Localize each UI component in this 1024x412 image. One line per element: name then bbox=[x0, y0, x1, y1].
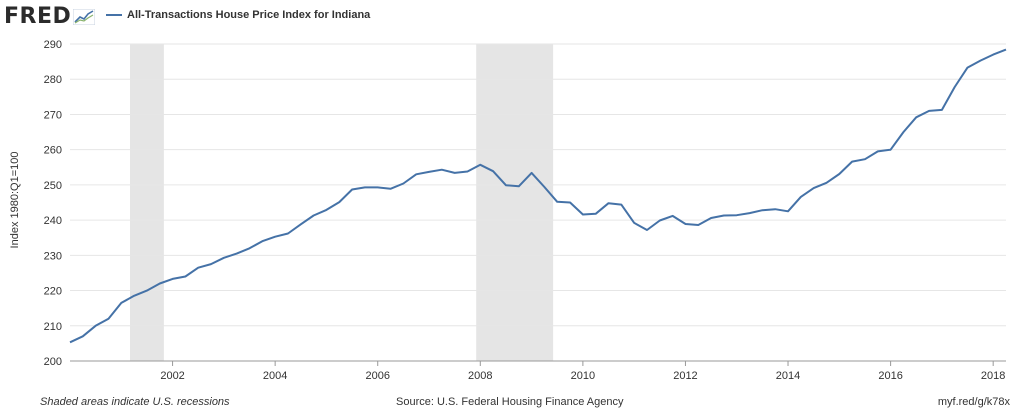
y-tick-label-280: 280 bbox=[44, 74, 62, 86]
legend-line-swatch bbox=[106, 14, 122, 16]
x-tick-label-2010: 2010 bbox=[571, 370, 595, 382]
y-tick-label-200: 200 bbox=[44, 356, 62, 368]
recession-note: Shaded areas indicate U.S. recessions bbox=[40, 396, 230, 408]
x-tick-label-2006: 2006 bbox=[365, 370, 389, 382]
x-tick-label-2014: 2014 bbox=[776, 370, 800, 382]
y-tick-label-260: 260 bbox=[44, 145, 62, 157]
x-tick-label-2016: 2016 bbox=[878, 370, 902, 382]
y-tick-label-230: 230 bbox=[44, 250, 62, 262]
y-tick-label-210: 210 bbox=[44, 321, 62, 333]
chart-legend: All-Transactions House Price Index for I… bbox=[106, 9, 370, 21]
legend-label: All-Transactions House Price Index for I… bbox=[127, 9, 371, 21]
series-group bbox=[69, 48, 1007, 344]
line-chart: 200 210 220 230 240 250 260 270 280 290 2002 2004 20… bbox=[9, 39, 1007, 382]
y-tick-label-220: 220 bbox=[44, 286, 62, 298]
series-line-0[interactable] bbox=[69, 48, 1007, 344]
chart-footer: Shaded areas indicate U.S. recessions So… bbox=[0, 394, 1024, 412]
recession-shading-group bbox=[130, 44, 554, 361]
fred-logo[interactable]: FRED bbox=[4, 4, 96, 29]
x-tick-label-2012: 2012 bbox=[673, 370, 697, 382]
short-url-link[interactable]: myf.red/g/k78x bbox=[937, 396, 1010, 408]
source-text: Source: U.S. Federal Housing Finance Age… bbox=[396, 396, 624, 408]
recession-band-0 bbox=[130, 44, 164, 361]
gridlines-group bbox=[70, 43, 1006, 327]
chart-header: FRED All-Transactions House Price Index … bbox=[0, 0, 1024, 36]
y-tick-label-250: 250 bbox=[44, 180, 62, 192]
y-tick-label-270: 270 bbox=[44, 109, 62, 121]
x-tick-label-2018: 2018 bbox=[981, 370, 1005, 382]
y-tick-label-240: 240 bbox=[44, 215, 62, 227]
y-tick-label-290: 290 bbox=[44, 39, 62, 51]
recession-band-1 bbox=[476, 44, 554, 361]
x-tick-label-2008: 2008 bbox=[468, 370, 492, 382]
axis-group: 200 210 220 230 240 250 260 270 280 290 2002 2004 20… bbox=[44, 39, 1006, 382]
fred-logo-text: FRED bbox=[4, 4, 72, 29]
fred-logo-graph-icon bbox=[73, 8, 96, 25]
y-axis-label: Index 1980:Q1=100 bbox=[9, 152, 21, 249]
x-tick-label-2002: 2002 bbox=[160, 370, 184, 382]
x-tick-label-2004: 2004 bbox=[263, 370, 287, 382]
